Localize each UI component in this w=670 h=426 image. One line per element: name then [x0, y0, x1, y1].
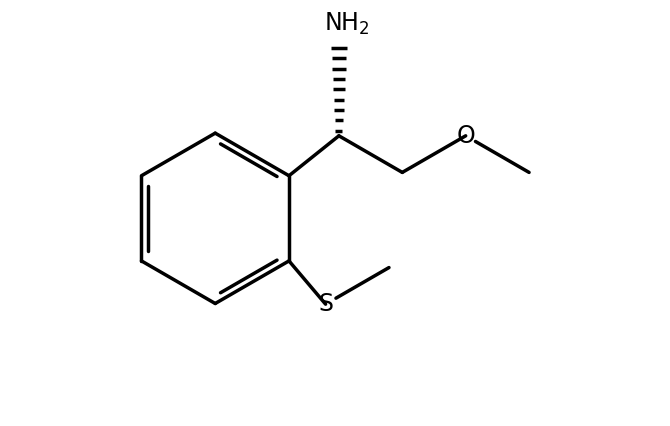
Text: NH$_2$: NH$_2$: [324, 11, 370, 37]
Text: S: S: [318, 292, 333, 316]
Text: O: O: [456, 124, 475, 148]
